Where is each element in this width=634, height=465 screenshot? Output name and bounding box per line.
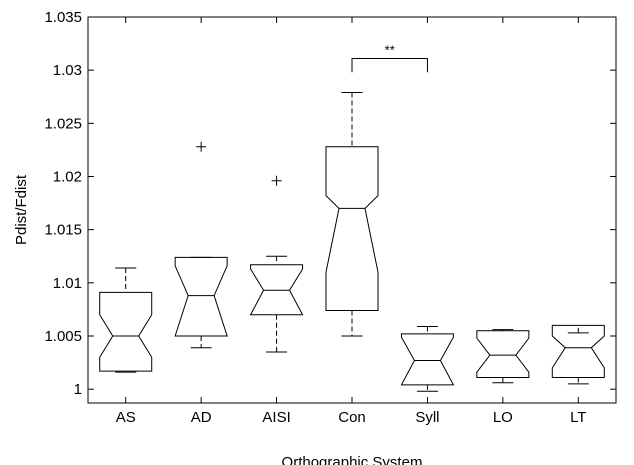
x-tick-label: AS [116, 409, 136, 426]
x-tick-label: Syll [415, 409, 439, 426]
annotations: ** [351, 42, 428, 73]
x-tick-label: Con [338, 409, 366, 426]
y-tick-label: 1.035 [44, 9, 82, 26]
x-tick-label: AD [191, 409, 212, 426]
x-tick-label: LO [493, 409, 513, 426]
y-tick-label: 1.025 [44, 115, 82, 132]
box-body [551, 324, 605, 378]
box-con [325, 91, 379, 337]
box-syll [400, 325, 455, 392]
y-tick-label: 1.02 [53, 169, 82, 186]
x-axis-title: Orthographic System [282, 454, 423, 465]
box-lt [551, 324, 605, 385]
box-as [99, 267, 153, 373]
y-axis: 1 1.005 1.01 1.015 1.02 1.025 1.03 1.035 [44, 9, 616, 398]
box-body [99, 291, 153, 372]
y-tick-label: 1.005 [44, 328, 82, 345]
box-body [325, 146, 379, 311]
significance-bracket [351, 57, 428, 73]
y-axis-title: Pdist/Fdist [13, 174, 30, 245]
y-tick-label: 1.01 [53, 275, 82, 292]
significance-label: ** [385, 42, 395, 57]
box-aisi [249, 175, 304, 353]
x-tick-label: LT [570, 409, 586, 426]
box-body [249, 264, 304, 316]
y-tick-label: 1.015 [44, 222, 82, 239]
x-axis: AS AD AISI Con Syll LO LT [116, 17, 586, 426]
box-body [174, 256, 228, 337]
box-ad [174, 141, 228, 349]
box-body [476, 330, 530, 378]
x-tick-label: AISI [262, 409, 290, 426]
box-body [400, 333, 455, 386]
boxes [99, 91, 605, 392]
y-tick-label: 1 [74, 381, 82, 398]
y-tick-label: 1.03 [53, 62, 82, 79]
plot-area [87, 16, 617, 404]
box-lo [476, 329, 530, 384]
